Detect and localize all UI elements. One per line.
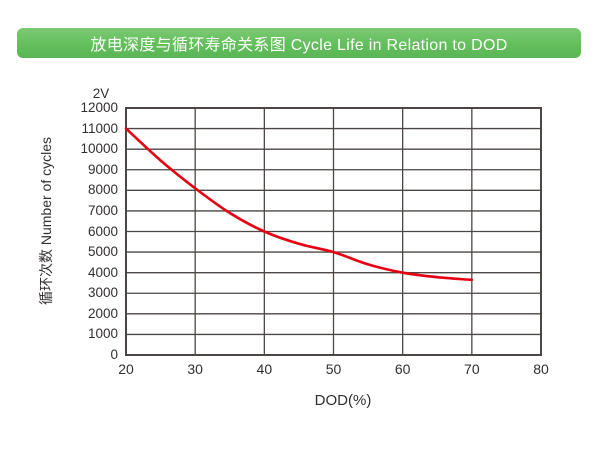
y-tick-label: 10000 bbox=[80, 141, 118, 157]
cycle-life-curve bbox=[124, 127, 474, 282]
y-tick-label: 4000 bbox=[87, 264, 118, 280]
y-tick-label: 0 bbox=[110, 347, 118, 362]
x-tick-label: 70 bbox=[464, 361, 480, 377]
series-label-2v: 2V bbox=[92, 86, 110, 101]
y-tick-label: 11000 bbox=[81, 120, 118, 136]
y-tick-label: 7000 bbox=[87, 202, 118, 218]
y-tick-label: 6000 bbox=[87, 223, 118, 239]
x-tick-label: 80 bbox=[533, 361, 549, 377]
x-tick-label: 40 bbox=[256, 361, 273, 377]
page-title: 放电深度与循环寿命关系图 Cycle Life in Relation to D… bbox=[90, 37, 508, 54]
y-tick-label: 9000 bbox=[87, 161, 118, 177]
title-banner: 放电深度与循环寿命关系图 Cycle Life in Relation to D… bbox=[17, 28, 581, 58]
x-tick-label: 30 bbox=[187, 361, 203, 377]
x-tick-label: 50 bbox=[325, 361, 342, 377]
y-tick-label: 12000 bbox=[80, 100, 118, 115]
x-tick-label: 60 bbox=[394, 361, 411, 377]
chart-gridlines bbox=[126, 108, 541, 355]
y-tick-label: 3000 bbox=[87, 285, 118, 301]
chart-plot-frame bbox=[125, 107, 542, 356]
y-axis-title: 循环次数 Number of cycles bbox=[38, 136, 54, 306]
y-tick-label: 5000 bbox=[87, 244, 118, 260]
x-tick-label: 20 bbox=[118, 361, 134, 377]
y-tick-label: 2000 bbox=[87, 305, 118, 321]
x-axis-title: DOD(%) bbox=[314, 392, 372, 409]
y-tick-label: 8000 bbox=[87, 182, 118, 198]
y-tick-label: 1000 bbox=[87, 326, 118, 342]
